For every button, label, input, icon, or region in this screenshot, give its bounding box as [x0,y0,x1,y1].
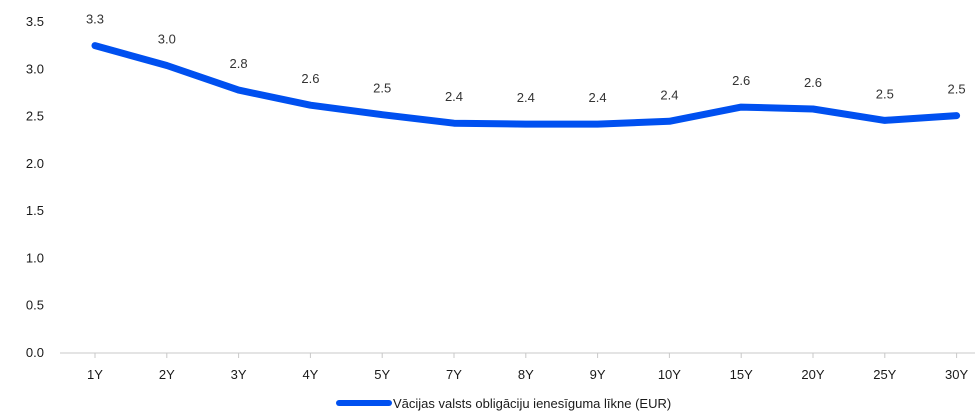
data-label: 2.4 [660,87,678,102]
x-tick-label: 7Y [446,367,462,382]
y-tick-label: 2.5 [26,109,44,124]
y-tick-label: 3.0 [26,61,44,76]
data-label: 2.4 [517,90,535,105]
y-tick-label: 1.0 [26,250,44,265]
y-tick-label: 3.5 [26,14,44,29]
data-label: 2.4 [445,89,463,104]
series-line [91,42,961,128]
x-tick-label: 5Y [374,367,390,382]
x-tick-label: 4Y [302,367,318,382]
data-label: 2.6 [732,73,750,88]
x-tick-label: 25Y [873,367,896,382]
data-labels: 3.3 3.0 2.8 2.6 2.5 2.4 2.4 2.4 2.4 2.6 2.6 2.5 2.5 [86,12,966,105]
data-label: 3.3 [86,12,104,27]
legend: Vācijas valsts obligāciju ienesīguma līk… [336,396,671,411]
x-tick-label: 2Y [159,367,175,382]
y-tick-label: 0.5 [26,298,44,313]
x-tick-label: 20Y [801,367,824,382]
data-label: 2.5 [948,82,966,97]
data-label: 2.5 [373,81,391,96]
x-tick-label: 1Y [87,367,103,382]
y-tick-label: 2.0 [26,156,44,171]
x-tick-label: 15Y [730,367,753,382]
data-label: 2.8 [230,56,248,71]
y-tick-label: 1.5 [26,203,44,218]
x-tick-label: 9Y [590,367,606,382]
data-label: 2.4 [589,90,607,105]
y-axis: 0.0 0.5 1.0 1.5 2.0 2.5 3.0 3.5 [26,14,44,360]
x-tick-label: 10Y [658,367,681,382]
x-tick-label: 30Y [945,367,968,382]
x-tick-label: 3Y [231,367,247,382]
y-tick-label: 0.0 [26,345,44,360]
x-axis: 1Y 2Y 3Y 4Y 5Y 7Y 8Y 9Y 10Y 15Y 20Y 25Y 30Y [87,353,968,382]
x-tick-label: 8Y [518,367,534,382]
data-label: 2.6 [301,71,319,86]
data-label: 2.5 [876,86,894,101]
legend-label: Vācijas valsts obligāciju ienesīguma līk… [393,396,671,411]
data-label: 2.6 [804,75,822,90]
data-label: 3.0 [158,32,176,47]
